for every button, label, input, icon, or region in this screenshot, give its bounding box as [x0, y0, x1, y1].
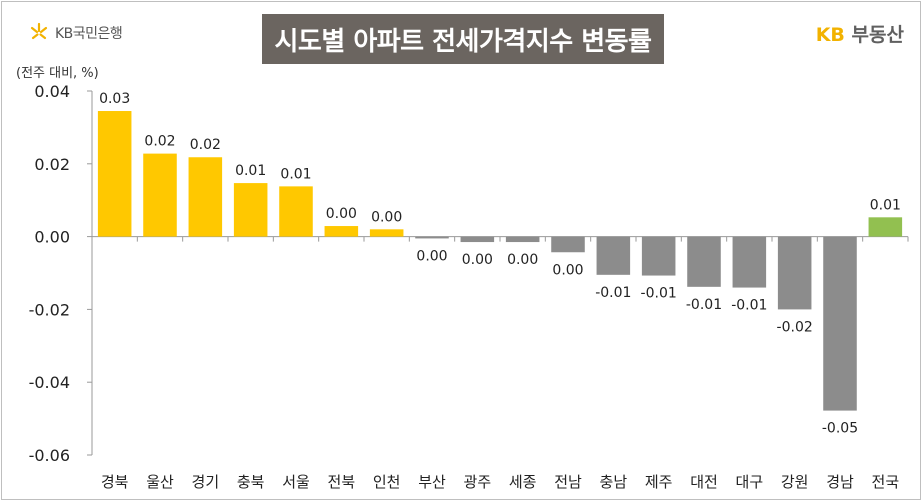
bar-경기	[188, 157, 223, 237]
bar-전남	[551, 236, 585, 253]
bar-광주	[460, 236, 495, 243]
x-tick-label: 부산	[418, 473, 446, 491]
bar-대구	[732, 236, 767, 288]
bar-제주	[641, 236, 676, 276]
kb-brand-name: 부동산	[851, 24, 904, 46]
data-label: 0.00	[507, 252, 538, 268]
bar-울산	[143, 153, 177, 237]
y-tick-label: 0.02	[34, 155, 70, 174]
data-label: 0.00	[552, 262, 583, 278]
bar-세종	[505, 236, 540, 243]
bar-경북	[97, 111, 132, 237]
kb-bank-logo: KB국민은행	[28, 22, 123, 44]
data-label: -0.01	[731, 298, 767, 314]
data-label: 0.02	[144, 134, 175, 150]
bar-충남	[596, 236, 631, 275]
x-tick-label: 서울	[282, 473, 310, 491]
kb-brand-logo: KB 부동산	[816, 20, 904, 47]
bar-전국	[868, 217, 903, 237]
y-tick-label: -0.04	[29, 373, 70, 392]
bar-경남	[823, 236, 857, 411]
data-label: -0.01	[641, 286, 677, 302]
x-tick-label: 경남	[826, 473, 854, 491]
bar-충북	[233, 183, 268, 237]
data-label: 0.00	[416, 248, 447, 264]
bar-대전	[687, 236, 721, 287]
x-tick-label: 전남	[554, 473, 582, 491]
y-tick-label: 0.04	[34, 82, 70, 101]
data-label: 0.03	[99, 91, 130, 107]
bar-강원	[777, 236, 812, 310]
x-tick-label: 인천	[373, 473, 401, 491]
y-tick-label: -0.06	[29, 446, 70, 465]
data-label: -0.02	[777, 319, 813, 335]
data-label: 0.01	[235, 163, 266, 179]
bar-전북	[324, 226, 359, 237]
data-label: -0.05	[822, 421, 858, 437]
x-tick-label: 충북	[237, 473, 265, 491]
x-tick-label: 광주	[464, 473, 492, 491]
y-tick-label: 0.00	[34, 228, 70, 247]
x-tick-label: 경기	[192, 473, 220, 491]
kb-star-icon	[30, 22, 48, 40]
data-label: 0.02	[190, 137, 221, 153]
kb-brand-kb: KB	[815, 24, 845, 46]
x-tick-label: 경북	[101, 473, 129, 491]
x-tick-label: 울산	[146, 473, 174, 491]
y-axis-unit-label: (전주 대비, %)	[16, 66, 99, 81]
x-tick-label: 강원	[781, 473, 809, 491]
data-label: -0.01	[686, 297, 722, 313]
chart-title: 시도별 아파트 전세가격지수 변동률	[262, 14, 664, 64]
data-label: 0.01	[280, 166, 311, 182]
bar-서울	[279, 186, 313, 237]
x-tick-label: 제주	[645, 473, 673, 491]
x-tick-label: 세종	[509, 473, 537, 491]
y-tick-label: -0.02	[29, 300, 70, 319]
x-tick-label: 대구	[736, 473, 764, 491]
chart-title-text: 시도별 아파트 전세가격지수 변동률	[274, 26, 652, 57]
data-label: -0.01	[595, 285, 631, 301]
kb-bank-logo-text: KB국민은행	[55, 26, 123, 42]
data-label: 0.01	[870, 197, 901, 213]
data-label: 0.00	[371, 209, 402, 225]
x-tick-label: 대전	[690, 473, 718, 491]
x-tick-label: 전국	[872, 473, 900, 491]
data-label: 0.00	[462, 252, 493, 268]
bar-부산	[415, 236, 449, 239]
x-tick-label: 전북	[328, 473, 356, 491]
x-tick-label: 충남	[600, 473, 628, 491]
bar-인천	[369, 229, 404, 237]
data-label: 0.00	[326, 206, 357, 222]
